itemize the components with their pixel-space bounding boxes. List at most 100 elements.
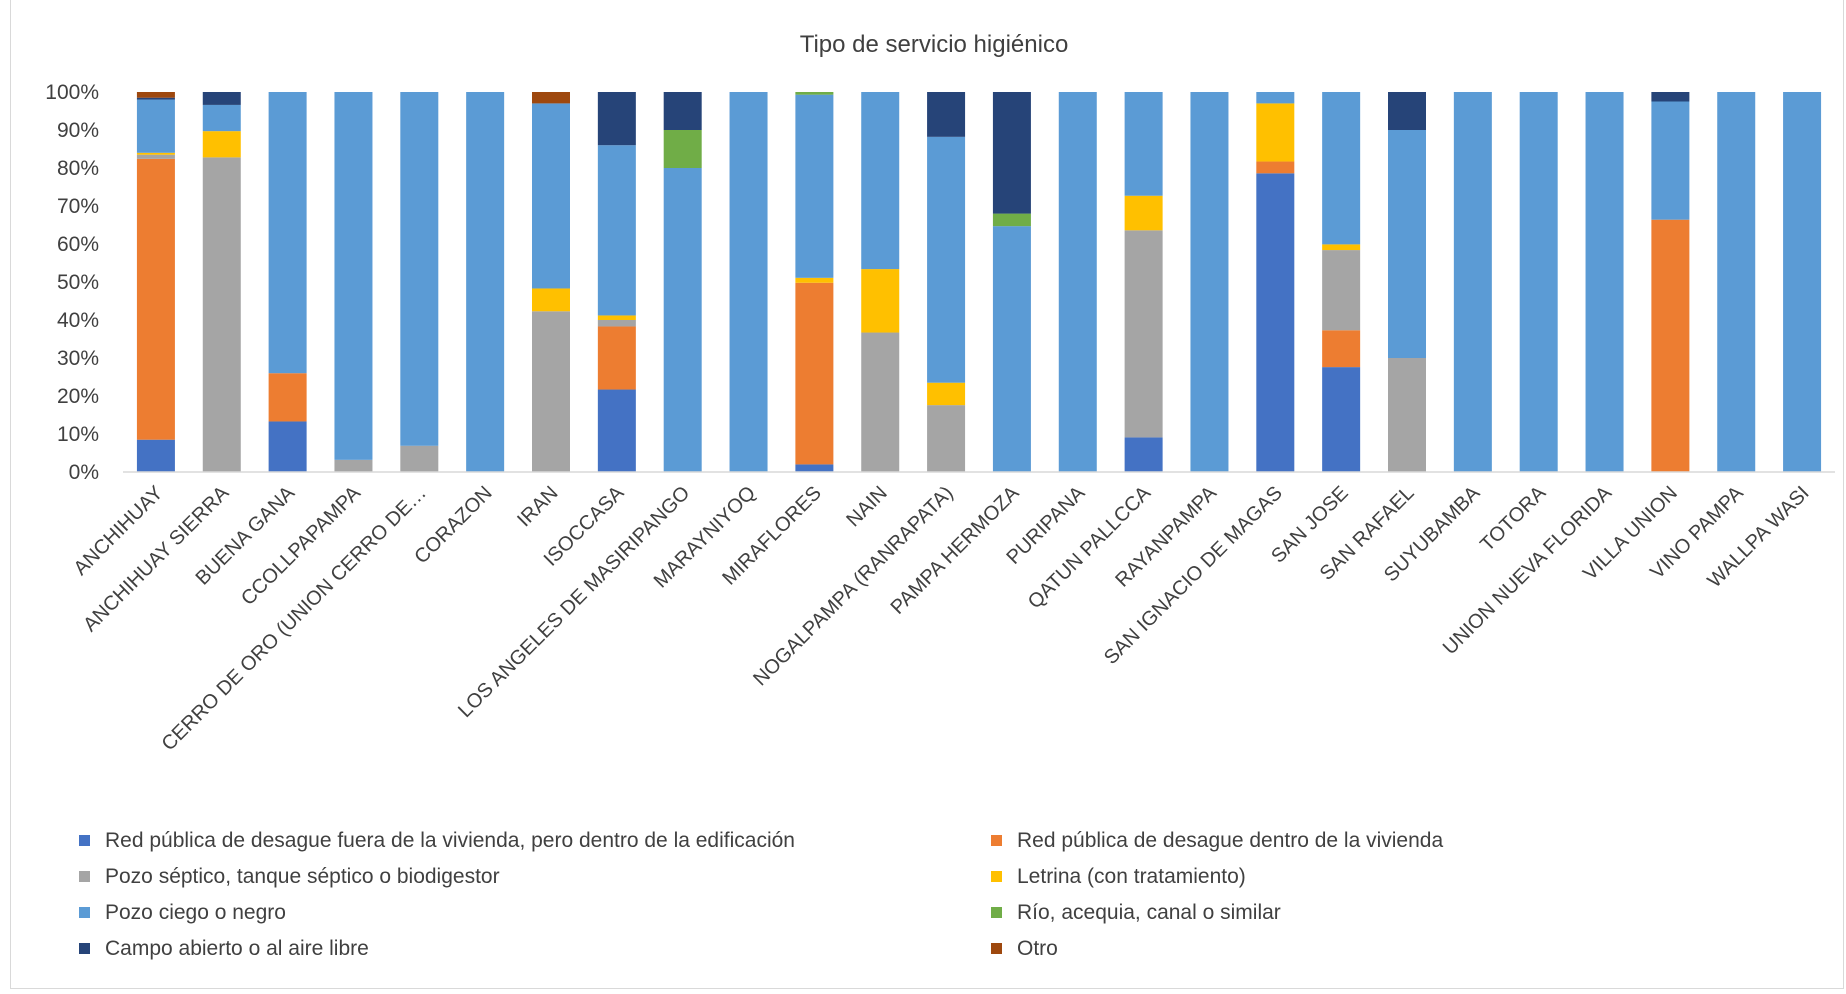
bar-segment [927,92,966,137]
bar-segment [1124,92,1163,196]
legend-swatch [79,835,90,846]
bar-segment [1388,358,1426,472]
bar-segment [136,154,175,159]
legend-item: Red pública de desague dentro de la vivi… [991,829,1443,852]
bar-segment [1256,173,1295,472]
bar-segment [202,104,241,132]
legend: Red pública de desague fuera de la vivie… [79,829,1443,960]
bar-segment [1783,92,1822,472]
x-tick-label: NAIN [842,482,891,531]
bar-stack [1124,92,1163,472]
bar-stack [927,92,966,472]
bar-segment [1322,330,1361,368]
bar-segment [1717,92,1756,472]
bar-segment [663,130,702,168]
bar-stack [202,92,241,473]
y-tick-label: 40% [57,309,99,332]
legend-item: Pozo séptico, tanque séptico o biodigest… [79,865,500,888]
bar-segment [795,94,834,278]
bar-stack [663,92,702,472]
bar-stack [992,92,1031,472]
legend-item: Río, acequia, canal o similar [991,901,1281,924]
x-tick-label: PAMPA HERMOZA [887,482,1024,619]
bar-stack [1783,92,1822,472]
bar-segment [795,92,834,95]
bar-segment [927,382,966,406]
chart-frame: Tipo de servicio higiénico 0% 10% 20% 30% 40… [10,0,1844,989]
legend-item: Letrina (con tratamiento) [991,865,1246,888]
bar-segment [992,213,1031,227]
bar-stack [597,92,636,472]
y-tick-label: 80% [57,157,99,180]
bar-segment [597,92,636,146]
bar-stack [466,92,505,472]
stacked-bar-chart: Tipo de servicio higiénico 0% 10% 20% 30% 40… [45,31,1835,960]
y-axis: 0% 10% 20% 30% 40% 50% 60% 70% 80% 90% 100% [45,81,99,484]
legend-swatch [79,943,90,954]
bar-segment [992,226,1031,472]
bar-stack [1717,92,1756,472]
bar-segment [861,332,900,472]
bar-segment [268,373,307,422]
bar-stack [1322,92,1361,472]
bar-segment [1388,130,1426,358]
bar-segment [268,421,307,472]
bar-segment [1124,230,1163,438]
legend-swatch [79,871,90,882]
bar-segment [466,92,505,472]
bar-segment [1453,92,1492,472]
bar-segment [795,464,834,472]
legend-label: Letrina (con tratamiento) [1017,865,1246,888]
bar-segment [1322,250,1361,331]
bar-segment [1388,92,1426,130]
bar-segment [400,92,439,446]
bar-segment [532,288,570,312]
bar-segment [1124,437,1163,472]
y-tick-label: 100% [45,81,99,104]
bar-segment [1519,92,1558,472]
bar-segment [136,99,175,153]
bar-segment [795,282,834,465]
legend-label: Pozo séptico, tanque séptico o biodigest… [105,865,500,888]
bar-segment [927,136,966,383]
bar-stack [1058,92,1097,472]
chart-title: Tipo de servicio higiénico [800,31,1069,58]
bar-segment [597,389,636,472]
bar-stack [1585,92,1624,472]
legend-swatch [79,907,90,918]
bar-segment [400,445,439,472]
bar-segment [597,315,636,320]
bar-segment [202,157,241,473]
bar-stack [532,92,570,472]
y-tick-label: 30% [57,347,99,370]
bar-stack [1256,92,1295,472]
legend-item: Otro [991,937,1058,960]
y-tick-label: 50% [57,271,99,294]
bar-segment [663,168,702,472]
y-tick-label: 70% [57,195,99,218]
x-tick-label: QATUN PALLCCA [1024,482,1156,614]
bar-segment [992,92,1031,214]
bar-stack [861,92,900,472]
bar-stack [136,92,175,472]
bar-segment [1651,92,1690,102]
bar-segment [1322,92,1361,245]
y-tick-label: 0% [69,461,99,484]
bar-stack [1519,92,1558,472]
bar-segment [1585,92,1624,472]
bar-segment [1190,92,1229,472]
bar-segment [532,311,570,472]
y-tick-label: 90% [57,119,99,142]
bar-segment [334,92,373,460]
x-tick-label: CCOLLPAPAMPA [237,482,365,610]
bar-segment [136,158,175,440]
bar-segment [927,405,966,472]
legend-label: Pozo ciego o negro [105,901,286,924]
bar-segment [1124,195,1163,231]
bar-segment [532,103,570,289]
bar-segment [861,269,900,333]
bar-stack [268,92,307,472]
bar-segment [597,326,636,390]
bar-stack [334,92,373,472]
